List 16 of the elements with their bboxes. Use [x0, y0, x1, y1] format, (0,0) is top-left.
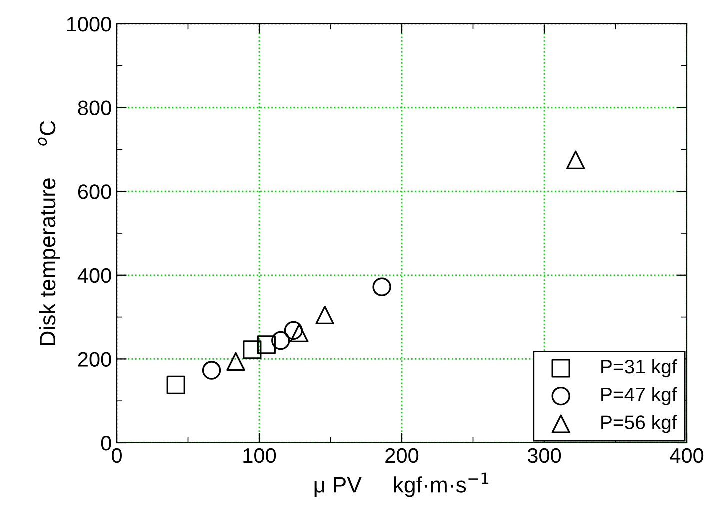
y-tick-label: 800 [78, 100, 112, 116]
legend-label: P=31 kgf [602, 359, 678, 378]
x-tick-label: 0 [112, 448, 122, 464]
legend-label: P=47 kgf [602, 387, 678, 406]
x-tick-label: 100 [244, 448, 276, 464]
y-tick-label: 0 [101, 436, 112, 451]
y-tick-label: 400 [78, 268, 112, 284]
x-tick-label: 300 [528, 448, 562, 464]
text: Disk temperature $^{o}$C [38, 121, 60, 346]
x-axis-title: μ PV kgf·m·s$^{−1}$ [314, 472, 489, 498]
y-tick-label: 600 [78, 184, 112, 200]
x-tick-label: 200 [386, 448, 419, 464]
y-tick-label: 200 [78, 352, 112, 367]
x-tick-label: 400 [670, 448, 704, 464]
y-tick-label: 1000 [67, 17, 112, 32]
legend-label: P=56 kgf [602, 415, 678, 434]
